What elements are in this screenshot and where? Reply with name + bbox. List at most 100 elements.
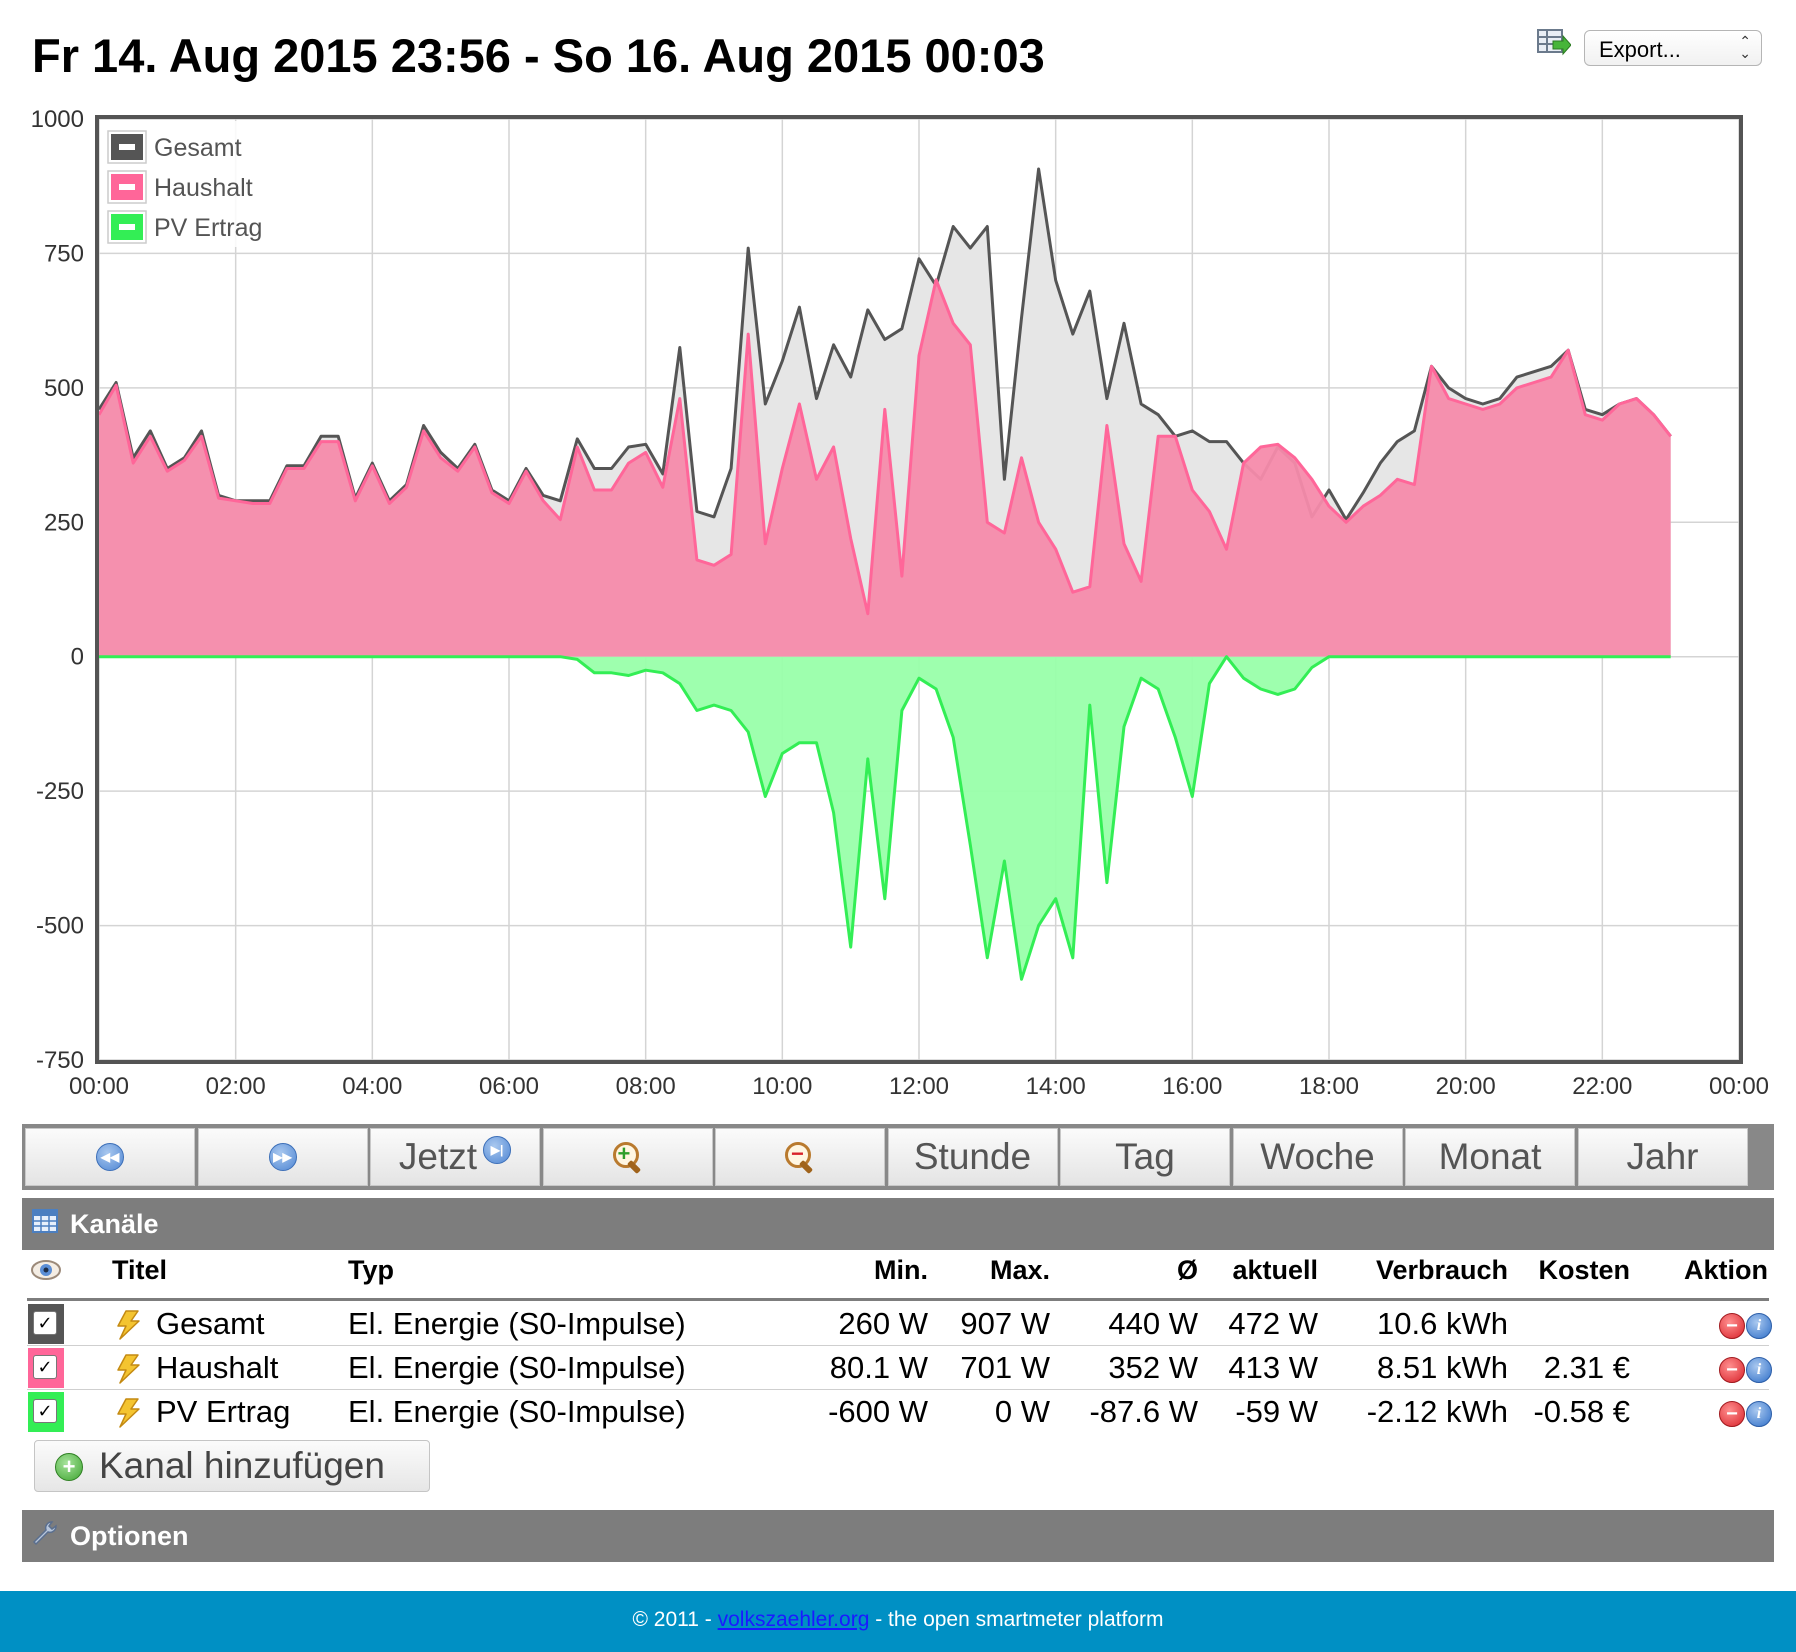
export-table-icon[interactable]	[1537, 28, 1571, 58]
x-tick-label: 20:00	[1436, 1073, 1496, 1100]
info-icon[interactable]: i	[1746, 1401, 1772, 1427]
x-tick-label: 10:00	[752, 1073, 812, 1100]
col-avg-header: Ø	[1176, 1255, 1198, 1285]
y-tick-label: -750	[36, 1047, 84, 1074]
channel-avg-cell: 440 W	[1108, 1306, 1198, 1341]
channel-min-cell: -600 W	[828, 1394, 928, 1429]
y-tick-label: 500	[44, 375, 84, 402]
delete-channel-icon[interactable]: −	[1719, 1401, 1745, 1427]
checkmark-icon: ✓	[33, 1355, 57, 1379]
channel-visibility-checkbox[interactable]: ✓	[28, 1392, 64, 1432]
legend-label: Gesamt	[154, 134, 242, 162]
pv-ertrag-area	[99, 656, 1671, 980]
now-button[interactable]: Jetzt ▶|	[370, 1128, 540, 1186]
channel-min-cell: 80.1 W	[829, 1350, 928, 1385]
add-icon: +	[55, 1453, 83, 1481]
day-button[interactable]: Tag	[1060, 1128, 1230, 1186]
channel-consumption-cell: -2.12 kWh	[1366, 1394, 1508, 1429]
channel-type-cell: El. Energie (S0-Impulse)	[348, 1350, 686, 1385]
options-section-header[interactable]: Optionen	[22, 1510, 1774, 1562]
export-select[interactable]: Export... ⌃ ⌄	[1584, 30, 1762, 66]
channel-avg-cell: 352 W	[1108, 1350, 1198, 1385]
hour-button[interactable]: Stunde	[887, 1128, 1058, 1186]
x-tick-label: 18:00	[1299, 1073, 1359, 1100]
checkmark-icon: ✓	[33, 1399, 57, 1423]
channel-visibility-checkbox[interactable]: ✓	[28, 1304, 64, 1344]
channel-title-cell: Gesamt	[156, 1306, 265, 1341]
x-tick-label: 00:00	[69, 1073, 129, 1100]
lightning-bolt-icon	[117, 1398, 140, 1428]
footer-suffix: - the open smartmeter platform	[869, 1608, 1164, 1631]
x-tick-label: 16:00	[1162, 1073, 1222, 1100]
x-tick-label: 14:00	[1026, 1073, 1086, 1100]
zoom-out-button[interactable]: −	[715, 1128, 885, 1186]
y-tick-label: 250	[44, 509, 84, 536]
add-channel-button[interactable]: + Kanal hinzufügen	[34, 1440, 430, 1492]
options-section-title: Optionen	[70, 1521, 189, 1551]
info-icon[interactable]: i	[1746, 1357, 1772, 1383]
table-row: ✓ Gesamt El. Energie (S0-Impulse) 260 W 907 …	[22, 1302, 1774, 1346]
channels-section-title: Kanäle	[70, 1209, 159, 1239]
channel-current-cell: 413 W	[1228, 1350, 1318, 1385]
col-consumption-header: Verbrauch	[1375, 1255, 1508, 1285]
year-label: Jahr	[1626, 1136, 1699, 1177]
power-chart[interactable]: 1000 750 500 250 0 -250 -500 -750 00:00 02:00 04:…	[0, 100, 1796, 1110]
legend-swatch-mark	[119, 224, 135, 230]
month-button[interactable]: Monat	[1405, 1128, 1575, 1186]
week-button[interactable]: Woche	[1232, 1128, 1403, 1186]
forward-button[interactable]: ▶▶	[197, 1128, 368, 1186]
channel-type-cell: El. Energie (S0-Impulse)	[348, 1394, 686, 1429]
y-tick-label: 750	[44, 240, 84, 267]
now-label: Jetzt	[398, 1136, 478, 1177]
col-type-header: Typ	[348, 1255, 394, 1285]
x-tick-label: 06:00	[479, 1073, 539, 1100]
x-axis-ticks: 00:00 02:00 04:00 06:00 08:00 10:00 12:00 14:00…	[69, 1073, 1769, 1100]
footer-prefix: © 2011 -	[632, 1608, 718, 1631]
footer-link[interactable]: volkszaehler.org	[717, 1608, 870, 1631]
chart-series	[97, 167, 1672, 981]
export-select-label: Export...	[1599, 37, 1681, 62]
haushalt-area	[99, 279, 1671, 657]
x-tick-label: 22:00	[1572, 1073, 1632, 1100]
page-title: Fr 14. Aug 2015 23:56 - So 16. Aug 2015 …	[32, 29, 1045, 82]
table-row: ✓ Haushalt El. Energie (S0-Impulse) 80.1 W 7…	[22, 1346, 1774, 1390]
channel-title-cell: PV Ertrag	[156, 1394, 291, 1429]
skip-end-icon: ▶|	[483, 1136, 512, 1164]
x-tick-label: 00:00	[1709, 1073, 1769, 1100]
footer: © 2011 - volkszaehler.org - the open sma…	[0, 1591, 1796, 1652]
x-tick-label: 04:00	[342, 1073, 402, 1100]
row-divider	[27, 1345, 1769, 1346]
info-icon[interactable]: i	[1746, 1313, 1772, 1339]
y-tick-label: 1000	[31, 106, 84, 133]
pv-ertrag-series-line[interactable]	[99, 655, 1671, 981]
row-divider	[27, 1389, 1769, 1390]
x-tick-label: 12:00	[889, 1073, 949, 1100]
wrench-icon	[32, 1521, 57, 1546]
month-label: Monat	[1438, 1136, 1542, 1177]
channel-current-cell: -59 W	[1235, 1394, 1318, 1429]
x-tick-label: 02:00	[206, 1073, 266, 1100]
table-row: ✓ PV Ertrag El. Energie (S0-Impulse) -600 W…	[22, 1390, 1774, 1434]
col-title-header: Titel	[112, 1255, 168, 1285]
haushalt-series-line[interactable]	[97, 278, 1672, 616]
add-channel-label: Kanal hinzufügen	[99, 1445, 385, 1486]
channel-visibility-checkbox[interactable]: ✓	[28, 1348, 64, 1388]
channel-avg-cell: -87.6 W	[1089, 1394, 1198, 1429]
col-max-header: Max.	[989, 1255, 1050, 1285]
y-tick-label: -250	[36, 778, 84, 805]
lightning-bolt-icon	[117, 1354, 140, 1384]
channels-section-header[interactable]: Kanäle	[22, 1198, 1774, 1250]
channel-max-cell: 0 W	[994, 1394, 1050, 1429]
plot-border	[95, 115, 1743, 1064]
zoom-in-button[interactable]: +	[542, 1128, 713, 1186]
select-arrows-icon: ⌃ ⌄	[1739, 33, 1751, 61]
legend-label: PV Ertrag	[154, 214, 262, 242]
channel-consumption-cell: 10.6 kWh	[1377, 1306, 1508, 1341]
delete-channel-icon[interactable]: −	[1719, 1313, 1745, 1339]
back-button[interactable]: ◀◀	[25, 1128, 195, 1186]
year-button[interactable]: Jahr	[1577, 1128, 1748, 1186]
channel-title-cell: Haushalt	[156, 1350, 279, 1385]
delete-channel-icon[interactable]: −	[1719, 1357, 1745, 1383]
day-label: Tag	[1115, 1136, 1175, 1177]
channel-cost-cell: -0.58 €	[1533, 1394, 1630, 1429]
